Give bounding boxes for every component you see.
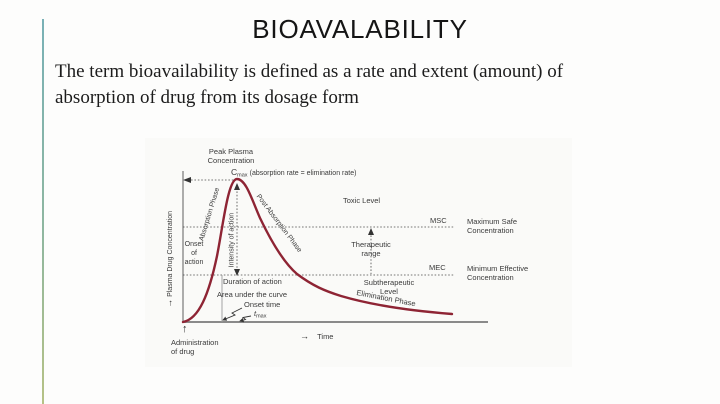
label-intensity-of-action: Intensity of action [228, 212, 236, 268]
right-arrow-icon: → [300, 331, 309, 341]
label-tmax: tmax [254, 309, 267, 320]
accent-line [42, 19, 44, 404]
pharmacokinetic-chart: Peak Plasma Concentration Cmax (absorpti… [145, 138, 572, 367]
label-minimum-effective-concentration: Minimum Effective Concentration [467, 264, 529, 283]
label-duration-of-action: Duration of action [223, 277, 282, 286]
label-msc-abbr: MSC [430, 216, 447, 225]
label-administration-of-drug: Administration of drug [171, 338, 219, 357]
body-line-2: absorption of drug from its dosage form [55, 87, 359, 109]
slide-body: The term bioavailability is defined as a… [55, 59, 640, 111]
down-arrowhead-icon [234, 269, 240, 276]
y-axis-label: → Plasma Drug Concentration [164, 210, 175, 308]
up-arrowhead-icon [368, 228, 374, 235]
label-subtherapeutic-level: Subtherapeutic Level [363, 278, 415, 297]
label-area-under-curve: Area under the curve [217, 290, 288, 299]
body-line-1: The term bioavailability is defined as a… [55, 61, 564, 82]
x-axis-label: → Time [300, 331, 334, 341]
label-toxic-level: Toxic Level [343, 196, 381, 205]
tmax-pointer-arrow [239, 315, 252, 323]
slide-title: BIOAVALABILITY [252, 14, 468, 44]
label-maximum-safe-concentration: Maximum Safe Concentration [467, 217, 518, 236]
label-onset-of-action: Onset of action [184, 241, 204, 266]
label-therapeutic-range: Therapeutic range [351, 240, 391, 259]
label-mec-abbr: MEC [429, 263, 446, 272]
label-onset-time: Onset time [244, 300, 281, 309]
label-cmax: Cmax (absorption rate = elimination rate… [231, 167, 357, 179]
administration-arrow-icon: ↑ [182, 323, 188, 335]
chart-canvas [181, 171, 488, 324]
left-arrowhead-icon [183, 177, 191, 183]
up-arrow-icon: → [164, 298, 175, 308]
onset-time-pointer-arrow [222, 307, 243, 321]
up-arrowhead-icon [234, 183, 240, 190]
label-peak-plasma-concentration: Peak Plasma Concentration [207, 147, 255, 166]
plasma-concentration-curve [181, 177, 454, 324]
